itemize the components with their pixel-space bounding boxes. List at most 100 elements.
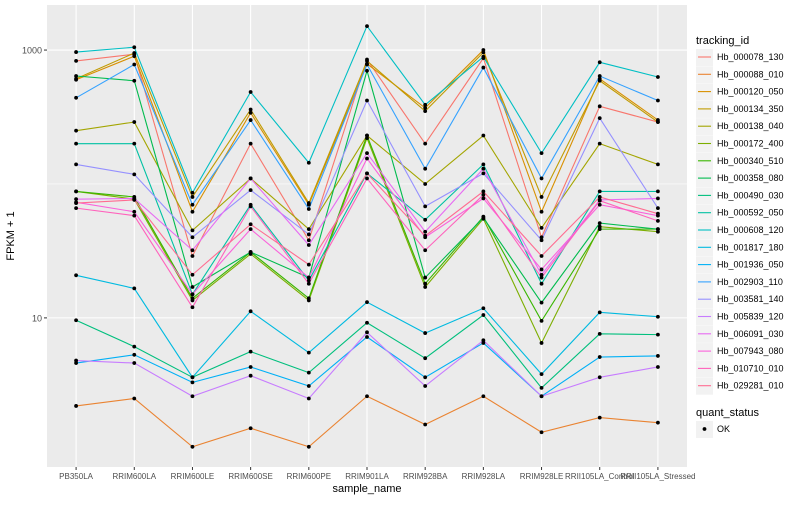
- legend-label: Hb_002903_110: [717, 277, 783, 287]
- data-point: [423, 109, 428, 114]
- data-point: [248, 204, 253, 209]
- data-point: [306, 350, 311, 355]
- data-point: [248, 107, 253, 112]
- data-point: [597, 227, 602, 232]
- legend-label: Hb_000138_040: [717, 121, 784, 131]
- data-point: [74, 128, 78, 133]
- data-point: [423, 182, 428, 186]
- data-point: [132, 45, 137, 50]
- data-point: [423, 331, 428, 335]
- data-point: [656, 98, 660, 103]
- legend-label: Hb_000120_050: [717, 87, 784, 97]
- data-point: [190, 202, 195, 207]
- data-point: [539, 209, 544, 214]
- data-point: [190, 228, 195, 233]
- legend-title: quant_status: [696, 407, 759, 419]
- x-tick-label: RRII105LA_Stressed: [620, 472, 695, 481]
- data-point: [74, 197, 78, 202]
- data-point: [306, 243, 311, 247]
- data-point: [306, 262, 311, 267]
- data-point: [423, 375, 428, 380]
- data-point: [132, 172, 137, 177]
- data-point: [539, 281, 544, 286]
- data-point: [365, 335, 369, 339]
- data-point: [74, 95, 78, 100]
- data-point: [306, 238, 311, 243]
- x-tick-label: RRIM901LA: [345, 472, 389, 481]
- data-point: [74, 74, 78, 78]
- data-point: [306, 384, 311, 388]
- data-point: [656, 120, 660, 124]
- legend-label: Hb_000608_120: [717, 225, 784, 235]
- data-point: [365, 58, 369, 63]
- data-point: [248, 118, 253, 122]
- data-point: [248, 227, 253, 232]
- data-point: [423, 384, 428, 388]
- legend-label: Hb_010710_010: [717, 363, 784, 373]
- data-point: [539, 238, 544, 243]
- data-point: [539, 272, 544, 277]
- legend-label: OK: [717, 424, 730, 434]
- data-point: [248, 188, 253, 192]
- data-point: [248, 250, 253, 254]
- data-point: [539, 341, 544, 345]
- data-point: [306, 227, 311, 232]
- data-point: [190, 209, 195, 214]
- x-tick-label: RRII105LA_Control: [565, 472, 635, 481]
- data-point: [597, 116, 602, 121]
- data-point: [481, 338, 486, 343]
- data-point: [539, 151, 544, 156]
- data-point: [190, 235, 195, 240]
- data-point: [481, 133, 486, 138]
- data-point: [365, 171, 369, 176]
- data-point: [74, 189, 78, 194]
- y-axis-title: FPKM + 1: [5, 211, 17, 260]
- data-point: [539, 235, 544, 240]
- data-point: [481, 54, 486, 59]
- data-point: [132, 141, 137, 146]
- data-point: [423, 275, 428, 280]
- data-point: [423, 356, 428, 361]
- legend-label: Hb_005839_120: [717, 312, 784, 322]
- data-point: [190, 190, 195, 195]
- data-point: [481, 65, 486, 70]
- data-point: [306, 232, 311, 237]
- data-point: [423, 281, 428, 286]
- data-point: [656, 162, 660, 167]
- data-point: [190, 272, 195, 277]
- data-point: [597, 375, 602, 380]
- data-point: [248, 373, 253, 378]
- data-point: [481, 50, 486, 55]
- y-tick-label: 10: [32, 313, 42, 323]
- data-point: [597, 355, 602, 359]
- data-point: [248, 110, 253, 115]
- data-point: [539, 275, 544, 280]
- data-point: [132, 198, 137, 202]
- data-point: [132, 352, 137, 357]
- legend-label: Hb_006091_030: [717, 329, 784, 339]
- legend-label: Hb_000134_350: [717, 104, 784, 114]
- data-point: [481, 189, 486, 194]
- data-point: [248, 176, 253, 181]
- data-point: [306, 278, 311, 283]
- data-point: [597, 78, 602, 83]
- data-point: [481, 196, 486, 201]
- data-point: [656, 314, 660, 319]
- x-tick-label: RRIM928LA: [462, 472, 506, 481]
- data-point: [365, 156, 369, 161]
- legend-title: tracking_id: [696, 35, 749, 47]
- data-point: [132, 78, 137, 83]
- data-point: [132, 396, 137, 401]
- data-point: [132, 54, 137, 59]
- data-point: [248, 90, 253, 94]
- data-point: [306, 160, 311, 165]
- data-point: [190, 305, 195, 310]
- data-point: [481, 166, 486, 171]
- data-point: [74, 318, 78, 323]
- data-point: [74, 50, 78, 54]
- data-point: [539, 394, 544, 399]
- data-point: [365, 68, 369, 73]
- data-point: [423, 233, 428, 238]
